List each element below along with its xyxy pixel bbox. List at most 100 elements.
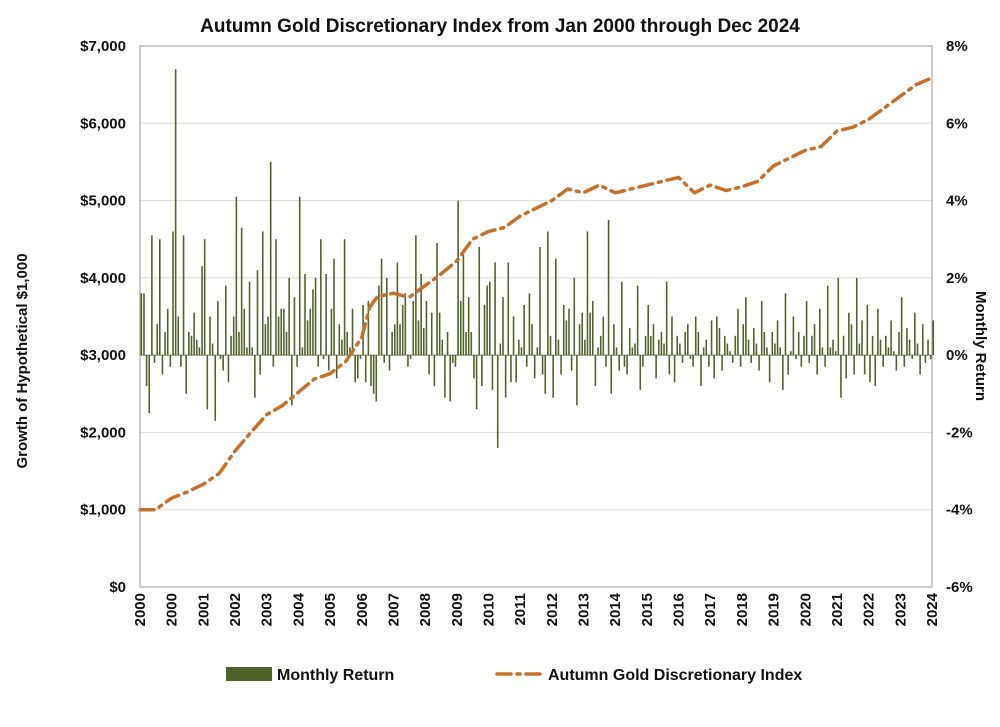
bar-monthly-return — [895, 355, 898, 371]
bar-monthly-return — [602, 316, 605, 356]
x-tick-label: 2005 — [322, 593, 339, 626]
left-tick-label: $1,000 — [80, 502, 126, 519]
bar-monthly-return — [768, 355, 771, 383]
bar-monthly-return — [726, 343, 729, 356]
right-tick-label: -6% — [946, 579, 973, 596]
bar-monthly-return — [459, 301, 462, 356]
right-tick-label: -2% — [946, 424, 973, 441]
bar-monthly-return — [159, 239, 161, 356]
bar-monthly-return — [919, 355, 921, 375]
bar-monthly-return — [742, 324, 745, 356]
bar-monthly-return — [927, 339, 929, 356]
bar-monthly-return — [660, 331, 663, 356]
bar-monthly-return — [412, 301, 415, 356]
bar-monthly-return — [272, 355, 275, 367]
bar-monthly-return — [684, 331, 686, 356]
bar-monthly-return — [512, 316, 515, 356]
bar-monthly-return — [853, 355, 855, 375]
bar-monthly-return — [692, 355, 694, 367]
bar-monthly-return — [557, 339, 560, 356]
bar-monthly-return — [383, 355, 385, 363]
bar-monthly-return — [555, 258, 557, 356]
bar-monthly-return — [174, 69, 177, 356]
x-tick-label: 2012 — [544, 593, 561, 626]
bar-monthly-return — [156, 324, 158, 356]
bar-monthly-return — [367, 301, 370, 356]
bar-monthly-return — [636, 285, 639, 356]
bar-monthly-return — [858, 343, 861, 356]
bar-monthly-return — [782, 355, 784, 390]
bar-monthly-return — [217, 301, 219, 356]
bar-monthly-return — [462, 254, 465, 356]
bar-monthly-return — [655, 355, 657, 379]
bar-monthly-return — [140, 293, 143, 356]
bar-monthly-return — [145, 355, 148, 387]
bar-monthly-return — [277, 316, 280, 356]
bar-monthly-return — [510, 355, 512, 383]
bar-monthly-return — [650, 335, 652, 356]
bar-monthly-return — [452, 355, 454, 363]
bar-monthly-return — [285, 331, 288, 356]
bar-monthly-return — [399, 324, 401, 356]
bar-monthly-return — [676, 335, 679, 356]
bar-monthly-return — [631, 347, 634, 356]
bar-monthly-return — [206, 355, 209, 410]
bar-monthly-return — [760, 301, 763, 356]
x-tick-label: 2004 — [290, 592, 307, 626]
bar-monthly-return — [850, 324, 853, 356]
bar-monthly-return — [496, 355, 499, 448]
bar-monthly-return — [404, 293, 407, 356]
bar-monthly-return — [739, 355, 742, 367]
bar-monthly-return — [182, 235, 185, 356]
bar-monthly-return — [449, 355, 451, 402]
x-tick-label: 2021 — [829, 593, 846, 626]
bar-monthly-return — [533, 355, 536, 379]
bar-monthly-return — [877, 308, 879, 356]
bar-monthly-return — [594, 355, 597, 387]
bar-monthly-return — [795, 355, 797, 360]
bar-monthly-return — [322, 355, 325, 360]
bar-monthly-return — [320, 239, 322, 356]
right-tick-label: 6% — [946, 115, 968, 132]
bar-monthly-return — [531, 324, 533, 356]
index-line — [138, 77, 931, 512]
bar-monthly-return — [536, 347, 539, 356]
bar-monthly-return — [428, 355, 430, 375]
bar-monthly-return — [916, 343, 919, 356]
bar-monthly-return — [325, 273, 327, 356]
x-tick-label: 2022 — [861, 593, 878, 626]
bar-monthly-return — [842, 335, 845, 356]
bar-monthly-return — [470, 331, 473, 356]
bar-monthly-return — [605, 355, 607, 367]
bar-monthly-return — [890, 320, 892, 356]
bar-monthly-return — [232, 316, 235, 356]
bar-monthly-return — [586, 231, 589, 356]
bar-monthly-return — [283, 308, 285, 356]
bar-monthly-return — [824, 355, 826, 367]
bar-monthly-return — [544, 355, 547, 394]
bar-monthly-return — [819, 308, 821, 356]
bar-monthly-return — [425, 301, 428, 356]
x-axis-ticks: 2000 2000 2001 2002 2003 2004 2005 2006 2007 2008… — [132, 592, 941, 626]
x-tick-label: 2002 — [227, 593, 244, 626]
bar-monthly-return — [169, 355, 172, 367]
bar-monthly-return — [663, 343, 665, 356]
bar-monthly-return — [515, 355, 517, 383]
bar-monthly-return — [771, 331, 774, 356]
bar-monthly-return — [737, 308, 739, 356]
bar-monthly-return — [251, 347, 253, 356]
left-tick-label: $3,000 — [80, 347, 126, 364]
x-tick-label: 2010 — [480, 593, 497, 626]
bar-monthly-return — [306, 320, 309, 356]
bar-monthly-return — [504, 355, 507, 398]
bar-monthly-return — [813, 324, 816, 356]
bar-monthly-return — [372, 355, 375, 394]
bar-monthly-return — [481, 355, 483, 387]
right-tick-label: 4% — [946, 193, 968, 210]
bar-monthly-return — [259, 355, 261, 375]
bar-monthly-return — [238, 331, 240, 356]
bar-monthly-return — [924, 355, 927, 363]
bar-monthly-return — [293, 297, 296, 356]
bar-monthly-return — [338, 324, 341, 356]
